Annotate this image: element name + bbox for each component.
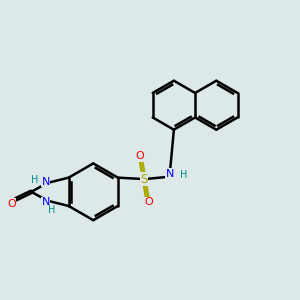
Text: O: O bbox=[7, 199, 16, 209]
Text: N: N bbox=[41, 176, 50, 187]
Text: N: N bbox=[41, 197, 50, 207]
Text: O: O bbox=[144, 197, 153, 207]
Text: H: H bbox=[31, 175, 38, 185]
Text: S: S bbox=[140, 172, 148, 186]
Text: O: O bbox=[135, 151, 144, 161]
Text: H: H bbox=[180, 170, 188, 180]
Text: H: H bbox=[48, 205, 56, 215]
Text: N: N bbox=[166, 169, 174, 179]
